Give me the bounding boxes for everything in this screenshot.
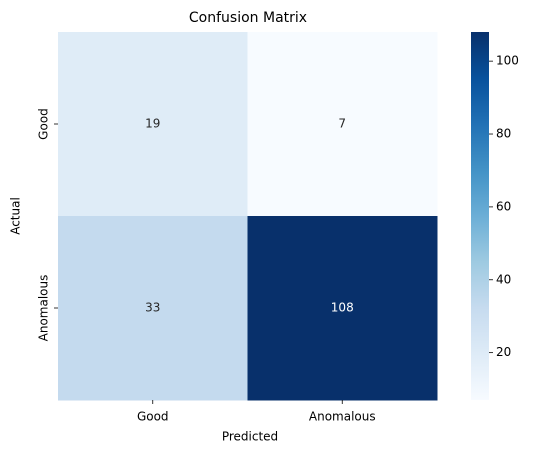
heatmap-cell bbox=[58, 216, 248, 401]
heatmap-cell bbox=[247, 32, 438, 217]
colorbar-tick-label: 60 bbox=[496, 199, 511, 213]
y-axis-label: Actual bbox=[9, 197, 23, 235]
heatmap-cell bbox=[58, 32, 248, 217]
cell-label: 33 bbox=[145, 301, 160, 315]
cell-label: 108 bbox=[331, 301, 354, 315]
cell-label: 19 bbox=[145, 117, 160, 131]
colorbar-tick-label: 80 bbox=[496, 127, 511, 141]
y-tick-label: Good bbox=[37, 108, 51, 140]
x-tick-label: Anomalous bbox=[309, 410, 376, 424]
x-tick-label: Good bbox=[137, 410, 169, 424]
cell-label: 7 bbox=[338, 117, 346, 131]
x-axis-label: Predicted bbox=[222, 430, 278, 444]
colorbar-tick-label: 100 bbox=[496, 54, 519, 68]
colorbar-tick-label: 20 bbox=[496, 345, 511, 359]
chart-title: Confusion Matrix bbox=[189, 10, 307, 26]
colorbar-tick-label: 40 bbox=[496, 272, 511, 286]
colorbar bbox=[471, 32, 489, 400]
y-tick-label: Anomalous bbox=[37, 275, 51, 342]
heatmap-cell bbox=[247, 216, 438, 401]
